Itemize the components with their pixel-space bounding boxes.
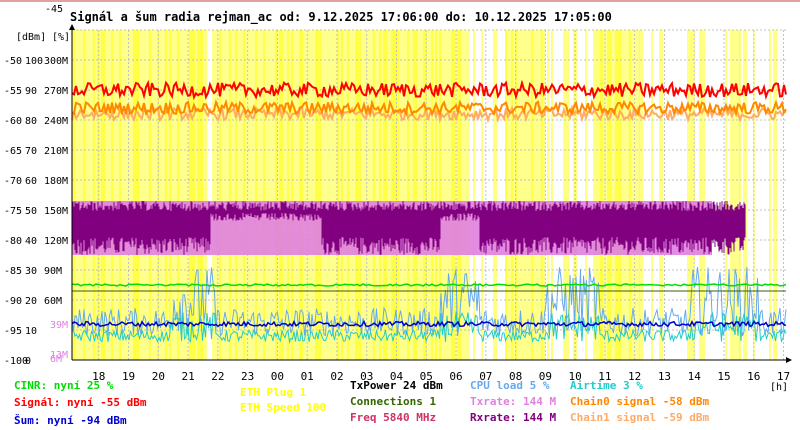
signal-line: [71, 79, 787, 101]
x-tick-label: 14: [688, 370, 702, 383]
y-unit-dbm: [dBm]: [16, 32, 46, 43]
y-unit-percent: [%]: [52, 32, 70, 43]
x-tick-label: 16: [747, 370, 760, 383]
x-axis-unit: [h]: [770, 382, 788, 393]
y-tick-percent: 40: [25, 236, 37, 247]
y-tick-percent: 60: [25, 176, 37, 187]
y-tick-rate: 300M: [44, 56, 68, 67]
eth-band-3: [505, 30, 545, 360]
y-tick-dbm: -50: [4, 56, 22, 67]
y-tick-dbm: -100: [4, 356, 28, 367]
y-tick-rate: 150M: [44, 206, 68, 217]
x-tick-label: 21: [181, 370, 194, 383]
legend-chain0: Chain0 signal -58 dBm: [570, 395, 710, 408]
y-tick-dbm: -80: [4, 236, 22, 247]
x-tick-label: 23: [241, 370, 254, 383]
x-tick-label: 03: [360, 370, 373, 383]
y-tick-percent: 30: [25, 266, 37, 277]
y-tick-rate: 270M: [44, 86, 68, 97]
legend-noise: Šum: nyní -94 dBm: [14, 414, 127, 427]
y-tick-rate-inner: 13M: [50, 350, 68, 361]
legend-signal: Signál: nyní -55 dBm: [14, 396, 147, 409]
y-tick-percent: 80: [25, 116, 37, 127]
y-tick-rate: 90M: [44, 266, 62, 277]
x-tick-label: 01: [301, 370, 314, 383]
legend-eth-plug: ETH Plug 1: [240, 386, 307, 399]
x-tick-label: 18: [92, 370, 105, 383]
x-tick-label: 02: [330, 370, 343, 383]
legend-rxrate: Rxrate: 144 M: [470, 411, 557, 424]
chart-title: Signál a šum radia rejman_ac od: 9.12.20…: [70, 10, 612, 24]
noise-line: [71, 319, 787, 328]
x-tick-label: 10: [569, 370, 582, 383]
y-tick-dbm: -75: [4, 206, 22, 217]
x-tick-label: 20: [152, 370, 165, 383]
y-tick-rate: 210M: [44, 146, 68, 157]
chain1-signal-line: [71, 104, 787, 124]
y-tick-percent: 50: [25, 206, 37, 217]
y-tick-rate: 240M: [44, 116, 68, 127]
legend-freq: Freq 5840 MHz: [350, 411, 437, 424]
y-tick-percent: 70: [25, 146, 37, 157]
y-tick-dbm: -90: [4, 296, 22, 307]
x-tick-label: 05: [420, 370, 433, 383]
x-tick-label: 04: [390, 370, 404, 383]
y-tick-dbm: -60: [4, 116, 22, 127]
x-tick-label: 17: [777, 370, 790, 383]
x-tick-label: 09: [539, 370, 552, 383]
y-axis-arrow: [69, 24, 75, 30]
legend-connections: Connections 1: [350, 395, 437, 408]
y-tick-dbm: -70: [4, 176, 22, 187]
eth-band-5: [730, 30, 740, 360]
x-tick-label: 07: [479, 370, 492, 383]
x-tick-label: 08: [509, 370, 522, 383]
y-tick-percent: 10: [25, 326, 37, 337]
y-tick-dbm: -45: [45, 4, 63, 15]
legend-airtime: Airtime 3 %: [570, 379, 643, 392]
y-tick-dbm: -85: [4, 266, 22, 277]
chain0-signal-line: [71, 98, 787, 118]
y-tick-percent: 0: [25, 356, 31, 367]
x-axis-arrow: [786, 357, 792, 363]
y-tick-rate: 120M: [44, 236, 68, 247]
x-tick-label: 22: [211, 370, 224, 383]
y-tick-percent: 20: [25, 296, 37, 307]
airtime-line: [71, 311, 787, 344]
y-tick-dbm: -95: [4, 326, 22, 337]
x-tick-label: 06: [449, 370, 462, 383]
legend-cinr: CINR: nyní 25 %: [14, 379, 114, 392]
y-tick-rate: 60M: [44, 296, 62, 307]
y-tick-percent: 90: [25, 86, 37, 97]
eth-band-2: [330, 30, 470, 360]
legend-txpower: TxPower 24 dBm: [350, 379, 443, 392]
legend-eth-speed: ETH Speed 100: [240, 401, 327, 414]
y-tick-rate-inner: 39M: [50, 320, 68, 331]
cinr-line: [71, 283, 787, 287]
x-tick-label: 13: [658, 370, 671, 383]
legend-cpu: CPU load 5 %: [470, 379, 550, 392]
legend-chain1: Chain1 signal -59 dBm: [570, 411, 710, 424]
top-accent-line: [0, 0, 800, 2]
y-tick-dbm: -55: [4, 86, 22, 97]
x-tick-label: 00: [271, 370, 284, 383]
x-tick-label: 12: [628, 370, 641, 383]
y-tick-dbm: -65: [4, 146, 22, 157]
y-tick-percent: 100: [25, 56, 43, 67]
y-tick-rate-inner: 6M: [50, 354, 62, 365]
x-tick-label: 11: [598, 370, 611, 383]
legend-txrate: Txrate: 144 M: [470, 395, 557, 408]
x-tick-label: 15: [717, 370, 730, 383]
y-tick-rate: 180M: [44, 176, 68, 187]
x-tick-label: 19: [122, 370, 135, 383]
